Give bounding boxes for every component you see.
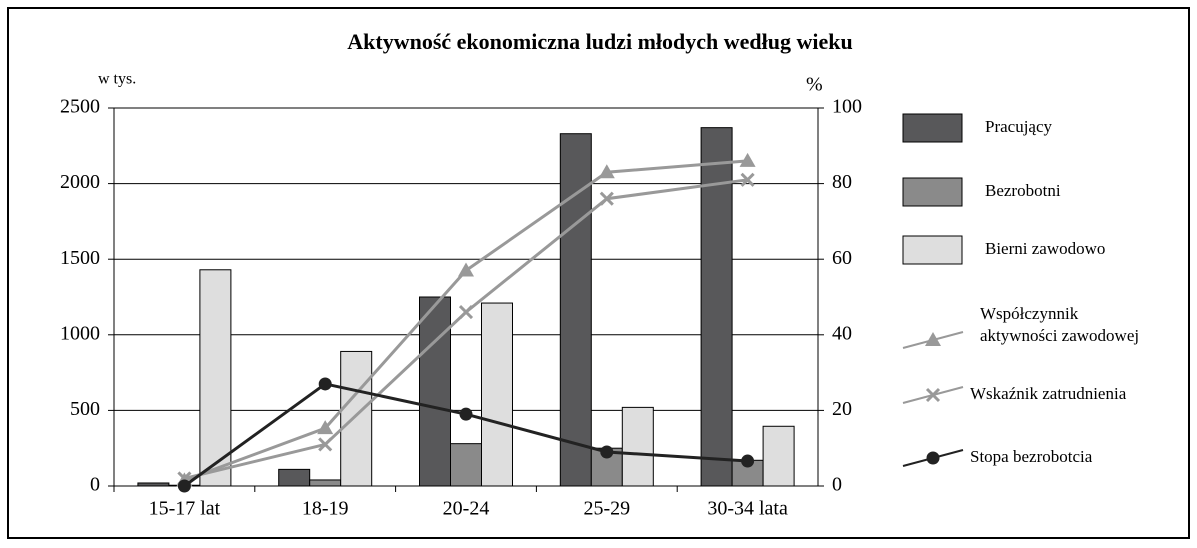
y2-tick-label: 60 xyxy=(832,247,852,269)
point xyxy=(458,305,474,320)
legend-swatch xyxy=(902,177,963,207)
chart-title: Aktywność ekonomiczna ludzi młodych wedł… xyxy=(347,29,852,54)
x-tick-label: 30-34 lata xyxy=(707,498,788,520)
point xyxy=(598,164,615,179)
point xyxy=(739,152,756,167)
legend-label: Wskaźnik zatrudnienia xyxy=(970,384,1127,403)
legend-item: Stopa bezrobotcia xyxy=(902,447,1093,467)
point xyxy=(177,479,191,493)
x-tick-label: 15-17 lat xyxy=(149,498,221,520)
legend-label-line: aktywności zawodowej xyxy=(980,326,1139,345)
bar xyxy=(700,127,733,487)
legend-swatch xyxy=(902,235,963,265)
legend-label: Bierni zawodowo xyxy=(985,239,1105,258)
y2-tick-label: 40 xyxy=(832,322,852,344)
legend-marker xyxy=(925,332,941,346)
bar xyxy=(340,350,373,487)
y-tick-label: 0 xyxy=(90,474,100,496)
x-tick-label: 25-29 xyxy=(583,498,630,520)
y-tick-label: 2500 xyxy=(60,96,100,118)
y2-tick-label: 20 xyxy=(832,398,852,420)
bar xyxy=(762,425,795,487)
y-tick-label: 500 xyxy=(70,398,100,420)
y-axis-label: w tys. xyxy=(98,71,136,88)
y2-tick-label: 80 xyxy=(832,171,852,193)
x-tick-label: 18-19 xyxy=(302,498,349,520)
point xyxy=(458,262,474,277)
y2-axis-label: % xyxy=(806,74,823,96)
y2-tick-label: 100 xyxy=(832,96,862,118)
legend-item: Współczynnik aktywności zawodowej xyxy=(902,304,1139,349)
point xyxy=(317,420,334,435)
point xyxy=(740,172,755,187)
bar xyxy=(309,479,342,487)
legend-marker xyxy=(926,451,940,465)
y-tick-label: 2000 xyxy=(60,171,100,193)
x-tick-label: 20-24 xyxy=(443,498,490,520)
y2-tick-label: 0 xyxy=(832,474,842,496)
legend-label-line: Współczynnik xyxy=(980,304,1079,323)
legend-swatch xyxy=(902,113,963,143)
legend-item: Wskaźnik zatrudnienia xyxy=(902,384,1127,404)
bar xyxy=(137,482,170,487)
bar xyxy=(278,468,311,487)
legend-label: Pracujący xyxy=(985,117,1053,136)
point xyxy=(318,437,333,452)
bar xyxy=(481,302,513,487)
bar xyxy=(621,406,654,487)
legend-item: Bierni zawodowo xyxy=(902,235,1105,265)
legend-label: Bezrobotni xyxy=(985,181,1061,200)
point xyxy=(318,377,332,391)
point xyxy=(600,445,614,459)
y-tick-label: 1000 xyxy=(60,322,100,344)
bar xyxy=(450,443,482,487)
legend-item: Pracujący xyxy=(902,113,1053,143)
bar xyxy=(199,269,232,487)
legend-label: Współczynnik aktywności zawodowej xyxy=(980,304,1139,345)
point xyxy=(741,454,755,468)
legend-label: Stopa bezrobotcia xyxy=(970,447,1093,466)
y-tick-label: 1500 xyxy=(60,247,100,269)
bar xyxy=(419,296,451,487)
point xyxy=(459,407,473,421)
legend-marker xyxy=(925,387,941,403)
legend-item: Bezrobotni xyxy=(902,177,1061,207)
point xyxy=(599,191,614,206)
